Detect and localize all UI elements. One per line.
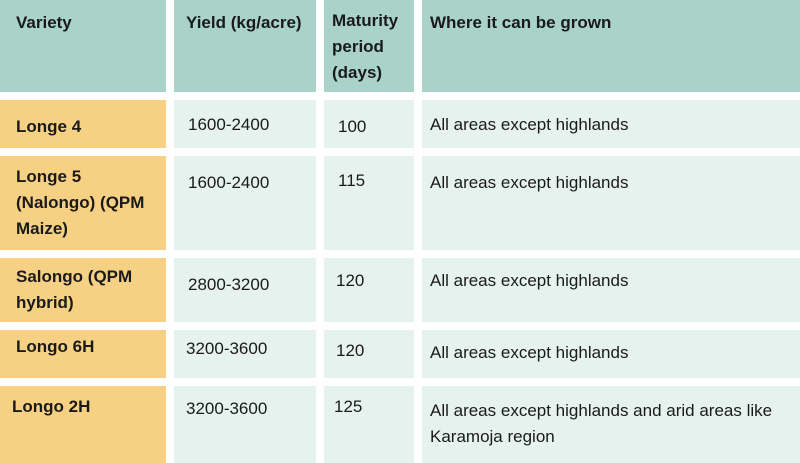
row-3-where: All areas except highlands xyxy=(422,258,800,322)
header-yield: Yield (kg/acre) xyxy=(174,0,316,92)
row-4-maturity-value: 120 xyxy=(336,341,365,360)
row-5-maturity: 125 xyxy=(324,386,414,463)
row-1-variety-label: Longe 4 xyxy=(16,117,82,136)
row-3-maturity: 120 xyxy=(324,258,414,322)
row-5-yield: 3200-3600 xyxy=(174,386,316,463)
row-5-yield-value: 3200-3600 xyxy=(186,399,268,418)
row-1-yield: 1600-2400 xyxy=(174,100,316,148)
row-2-yield-value: 1600-2400 xyxy=(188,173,270,192)
row-2-maturity-value: 115 xyxy=(338,171,366,190)
row-1-maturity-value: 100 xyxy=(338,117,367,136)
row-1-where: All areas except highlands xyxy=(422,100,800,148)
row-4-maturity: 120 xyxy=(324,330,414,378)
header-where-label: Where it can be grown xyxy=(430,13,612,32)
row-2-where-value: All areas except highlands xyxy=(430,173,629,192)
header-variety-label: Variety xyxy=(16,13,72,32)
row-4-where: All areas except highlands xyxy=(422,330,800,378)
row-1-yield-value: 1600-2400 xyxy=(188,115,270,134)
row-2-maturity: 115 xyxy=(324,156,414,250)
row-4-yield: 3200-3600 xyxy=(174,330,316,378)
row-4-where-value: All areas except highlands xyxy=(430,343,629,362)
row-5-variety-label: Longo 2H xyxy=(12,397,91,416)
header-variety: Variety xyxy=(0,0,166,92)
row-2-variety: Longe 5 (Nalongo) (QPM Maize) xyxy=(0,156,166,250)
row-1-maturity: 100 xyxy=(324,100,414,148)
row-4-variety-label: Longo 6H xyxy=(16,337,95,356)
row-5-maturity-value: 125 xyxy=(334,397,363,416)
row-5-where-value: All areas except highlands and arid area… xyxy=(430,401,773,446)
row-2-variety-label: Longe 5 (Nalongo) (QPM Maize) xyxy=(16,167,145,238)
row-4-variety: Longo 6H xyxy=(0,330,166,378)
row-1-where-value: All areas except highlands xyxy=(430,115,629,134)
row-1-variety: Longe 4 xyxy=(0,100,166,148)
row-3-variety-label: Salongo (QPM hybrid) xyxy=(16,267,133,312)
row-3-yield: 2800-3200 xyxy=(174,258,316,322)
header-where: Where it can be grown xyxy=(422,0,800,92)
row-3-variety: Salongo (QPM hybrid) xyxy=(0,258,166,322)
row-3-maturity-value: 120 xyxy=(336,271,365,290)
header-maturity-label: Maturity period (days) xyxy=(332,11,399,82)
row-3-yield-value: 2800-3200 xyxy=(188,275,270,294)
row-2-where: All areas except highlands xyxy=(422,156,800,250)
row-5-where: All areas except highlands and arid area… xyxy=(422,386,800,463)
row-5-variety: Longo 2H xyxy=(0,386,166,463)
row-2-yield: 1600-2400 xyxy=(174,156,316,250)
row-4-yield-value: 3200-3600 xyxy=(186,339,268,358)
header-maturity: Maturity period (days) xyxy=(324,0,414,92)
header-yield-label: Yield (kg/acre) xyxy=(186,13,302,32)
row-3-where-value: All areas except highlands xyxy=(430,271,629,290)
